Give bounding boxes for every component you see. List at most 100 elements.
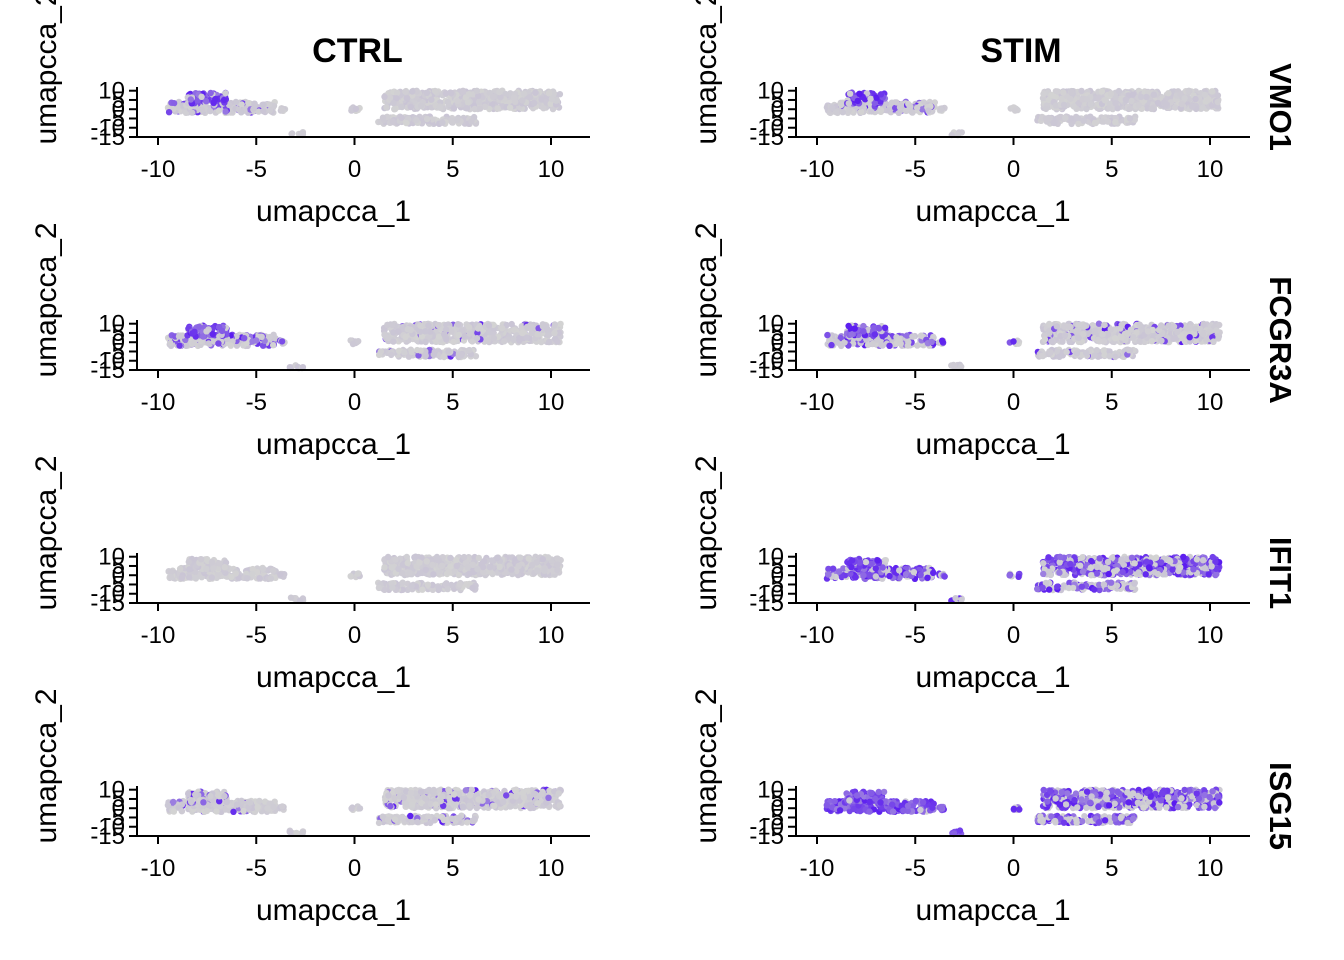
point: [379, 114, 387, 121]
point: [258, 333, 265, 340]
point: [532, 89, 539, 96]
point: [1011, 107, 1019, 114]
point: [1068, 115, 1075, 122]
point: [215, 340, 222, 347]
point: [540, 105, 547, 112]
y-axis-title: umapcca_2: [30, 455, 63, 610]
point: [907, 103, 914, 110]
point: [474, 565, 481, 573]
point: [1213, 327, 1220, 334]
point: [435, 333, 443, 340]
point: [427, 328, 434, 335]
point: [424, 581, 432, 588]
scatter-points: [823, 553, 1223, 604]
point: [454, 116, 461, 124]
point: [403, 119, 410, 127]
point: [203, 328, 210, 335]
x-tick-label: 0: [348, 156, 361, 183]
point: [502, 90, 509, 98]
point: [398, 114, 405, 121]
point: [484, 337, 492, 345]
point: [913, 104, 921, 112]
point: [190, 339, 197, 347]
point: [1091, 327, 1099, 334]
point: [476, 323, 483, 331]
point: [1045, 96, 1052, 104]
point: [232, 570, 239, 577]
point: [1048, 91, 1055, 99]
point: [523, 334, 530, 341]
column-title-stim: STIM: [980, 32, 1061, 70]
point: [897, 340, 904, 347]
y-tick-label: -15: [749, 124, 784, 151]
point: [903, 332, 911, 339]
point: [423, 558, 430, 565]
point: [888, 99, 896, 106]
point: [508, 320, 515, 328]
point: [1081, 323, 1088, 330]
point: [1068, 88, 1075, 96]
point: [267, 575, 275, 582]
point: [206, 107, 214, 115]
scatter-points: [824, 320, 1223, 372]
point: [176, 565, 184, 572]
point: [259, 342, 267, 349]
point: [497, 93, 504, 101]
point: [464, 99, 472, 106]
point: [471, 105, 478, 113]
point: [445, 348, 452, 355]
y-tick-label: -5: [104, 105, 125, 132]
point: [1124, 330, 1132, 338]
point: [1059, 338, 1066, 345]
point: [227, 342, 234, 349]
point: [919, 106, 926, 113]
point: [528, 330, 535, 337]
point: [395, 328, 402, 335]
point: [1181, 95, 1188, 102]
point: [203, 98, 210, 105]
point: [422, 566, 429, 574]
point: [259, 565, 267, 573]
point: [526, 93, 534, 101]
point: [1062, 114, 1069, 122]
point: [1055, 114, 1063, 121]
point: [1087, 101, 1094, 108]
point: [856, 90, 863, 98]
point: [873, 94, 880, 101]
point: [1165, 322, 1172, 329]
point: [286, 364, 294, 371]
point: [1067, 95, 1074, 103]
point: [423, 89, 431, 97]
point: [381, 564, 388, 571]
point: [1095, 94, 1102, 101]
point: [407, 103, 414, 111]
point: [444, 99, 451, 106]
point: [879, 342, 886, 349]
point: [882, 100, 889, 107]
point: [355, 570, 362, 577]
point: [395, 565, 402, 573]
point: [392, 556, 399, 563]
point: [1091, 352, 1098, 359]
point: [528, 324, 536, 331]
point: [245, 99, 252, 107]
point: [381, 93, 388, 101]
point: [241, 335, 248, 342]
point: [1112, 100, 1119, 107]
point: [215, 323, 223, 331]
point: [886, 342, 893, 349]
point: [178, 574, 186, 581]
point: [1185, 87, 1193, 95]
point: [203, 565, 210, 573]
point: [1107, 90, 1115, 97]
point: [466, 330, 473, 337]
y-tick-label: -15: [90, 590, 125, 617]
point: [404, 559, 411, 567]
point: [510, 336, 517, 344]
point: [545, 90, 553, 97]
point: [465, 91, 473, 98]
point: [208, 559, 216, 566]
point: [249, 338, 256, 345]
point: [523, 323, 531, 331]
